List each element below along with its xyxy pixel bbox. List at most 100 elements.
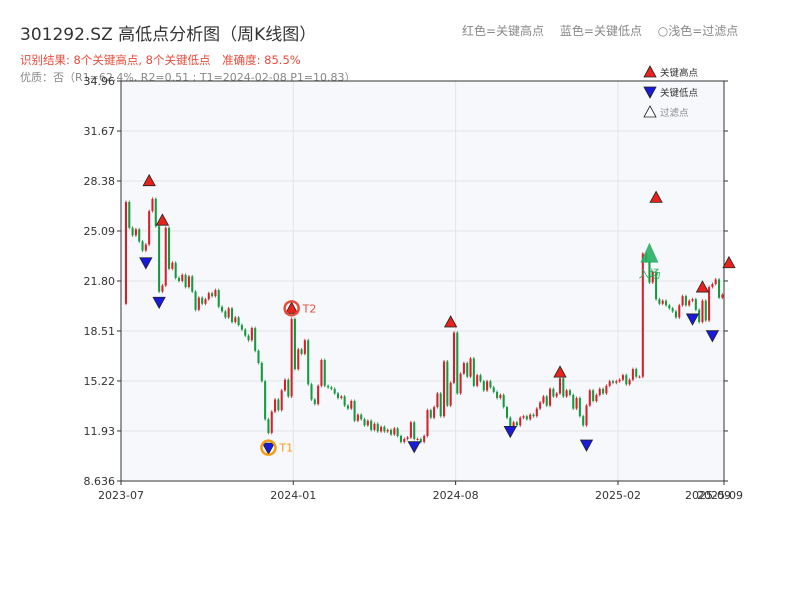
candle: [207, 293, 210, 300]
key-low-marker: [705, 330, 720, 343]
x-tick-label: 2023-07: [98, 489, 144, 502]
y-tick-label: 25.09: [84, 225, 116, 238]
candle: [373, 423, 376, 430]
key-low-marker: [503, 426, 517, 439]
candle: [293, 318, 296, 370]
candle: [214, 290, 217, 297]
key-high-marker: [284, 301, 299, 314]
key-low-marker: [139, 257, 153, 270]
candle: [124, 201, 127, 304]
candle: [492, 387, 495, 392]
candle: [671, 308, 674, 312]
plot-border: [120, 80, 725, 482]
candle: [718, 279, 721, 298]
candle: [509, 417, 512, 429]
candle: [260, 363, 263, 382]
candle: [423, 435, 426, 443]
candle: [376, 423, 379, 432]
candle: [592, 390, 595, 402]
candle: [360, 414, 363, 420]
candle: [161, 285, 164, 292]
candle: [250, 328, 253, 341]
candle: [254, 328, 257, 351]
candle: [340, 396, 343, 398]
markers: T1 T2 入场: [139, 173, 736, 456]
candle: [542, 396, 545, 403]
candle: [618, 379, 621, 382]
candle: [651, 271, 654, 283]
legend-marker: [643, 86, 657, 99]
candle: [320, 359, 323, 386]
candle: [171, 262, 174, 269]
candle: [297, 349, 300, 370]
y-tick-label: 8.636: [84, 475, 116, 488]
candle: [621, 375, 624, 380]
candle: [184, 274, 187, 288]
candle: [436, 393, 439, 408]
result-text: 识别结果: 8个关键高点, 8个关键低点: [20, 53, 211, 67]
candle: [519, 417, 522, 426]
candle: [568, 390, 571, 395]
candle: [638, 376, 641, 378]
candle: [317, 385, 320, 405]
candle: [257, 350, 260, 364]
candle: [711, 284, 714, 288]
candle: [406, 437, 409, 440]
candle: [274, 399, 277, 412]
candle: [211, 293, 214, 297]
candle: [380, 426, 383, 432]
candle: [529, 414, 532, 420]
candle: [141, 241, 144, 251]
y-tick-label: 18.51: [84, 325, 116, 338]
candle: [449, 382, 452, 406]
candle: [641, 253, 644, 377]
candle: [565, 390, 568, 397]
t2-label: T2: [302, 302, 317, 315]
candle: [131, 227, 134, 236]
candle: [290, 318, 293, 397]
candle: [356, 414, 359, 421]
candle: [525, 416, 528, 420]
candle: [502, 394, 505, 408]
key-low-marker: [685, 313, 700, 326]
candle: [515, 422, 518, 426]
candle: [386, 429, 389, 432]
candle: [512, 422, 515, 429]
candle: [247, 335, 250, 341]
chart-title: 301292.SZ 高低点分析图（周K线图）: [20, 25, 317, 45]
candle: [336, 393, 340, 398]
candle: [350, 401, 353, 409]
candle: [244, 329, 247, 336]
candle: [674, 311, 677, 318]
candle: [383, 426, 386, 432]
candle: [598, 388, 601, 395]
x-tick-label: 2025-02: [595, 489, 641, 502]
candle: [429, 410, 432, 418]
accuracy-text: 准确度: 85.5%: [222, 53, 301, 67]
candle: [177, 277, 181, 281]
key-high-marker: [553, 365, 567, 378]
candle: [472, 358, 475, 386]
key-high-marker: [722, 255, 736, 269]
candle: [499, 394, 502, 398]
candle: [625, 375, 628, 385]
candle: [668, 305, 671, 309]
candle: [469, 358, 472, 377]
candle: [462, 363, 465, 374]
color-hint: 红色=关键高点 蓝色=关键低点 ○浅色=过滤点: [462, 22, 750, 39]
candle: [595, 394, 598, 402]
candle: [482, 381, 485, 391]
key-high-marker: [649, 190, 663, 203]
candle: [582, 416, 585, 426]
candle: [721, 294, 724, 298]
candle: [280, 390, 283, 411]
candle: [479, 375, 482, 382]
candle: [181, 274, 184, 281]
candle: [522, 416, 525, 418]
candle: [363, 419, 366, 426]
candle: [393, 428, 396, 435]
candle: [327, 385, 330, 388]
candle: [197, 297, 200, 310]
t1-ring: [260, 439, 277, 456]
candle: [134, 229, 137, 236]
